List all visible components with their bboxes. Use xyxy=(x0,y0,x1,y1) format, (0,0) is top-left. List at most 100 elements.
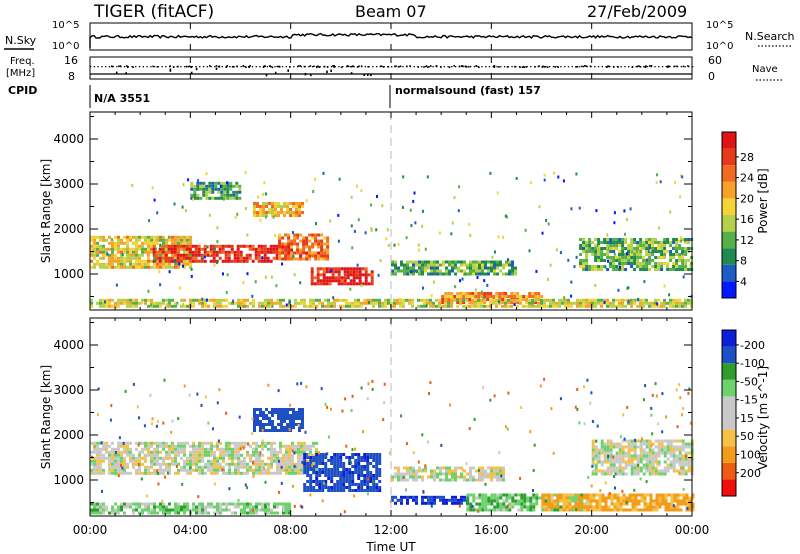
heatmap-cell xyxy=(117,262,120,266)
heatmap-cell xyxy=(439,272,442,276)
heatmap-cell xyxy=(357,456,361,459)
heatmap-cell xyxy=(681,265,685,268)
heatmap-cell xyxy=(253,411,256,414)
heatmap-cell xyxy=(397,472,400,476)
heatmap-cell xyxy=(223,193,227,197)
heatmap-cell xyxy=(615,259,619,262)
heatmap-cell xyxy=(472,260,475,264)
heatmap-cell xyxy=(156,238,159,242)
heatmap-speckle xyxy=(563,296,566,300)
heatmap-cell xyxy=(258,465,261,469)
freq-dot xyxy=(676,66,679,68)
heatmap-cell xyxy=(204,304,207,308)
heatmap-cell xyxy=(363,456,367,459)
heatmap-speckle xyxy=(547,222,550,226)
heatmap-cell xyxy=(144,471,147,475)
heatmap-cell xyxy=(188,256,192,260)
heatmap-cell xyxy=(430,498,433,502)
heatmap-cell xyxy=(691,508,695,512)
heatmap-cell xyxy=(649,508,653,512)
heatmap-cell xyxy=(309,459,313,462)
heatmap-cell xyxy=(477,298,480,302)
heatmap-speckle xyxy=(205,298,208,302)
heatmap-cell xyxy=(198,450,201,454)
heatmap-cell xyxy=(195,462,198,466)
heatmap-speckle xyxy=(672,504,675,508)
freq-dot xyxy=(367,66,369,68)
heatmap-cell xyxy=(129,250,132,254)
heatmap-cell xyxy=(108,256,111,260)
heatmap-cell xyxy=(126,247,129,251)
heatmap-speckle xyxy=(576,408,579,411)
heatmap-cell xyxy=(613,508,617,512)
heatmap-cell xyxy=(105,505,108,509)
heatmap-cell xyxy=(481,260,484,264)
heatmap-cell xyxy=(591,253,595,256)
heatmap-cell xyxy=(478,263,481,267)
heatmap-cell xyxy=(108,456,111,460)
heatmap-cell xyxy=(687,463,691,467)
heatmap-cell xyxy=(102,471,105,475)
heatmap-cell xyxy=(591,445,595,449)
heatmap-cell xyxy=(108,511,111,515)
heatmap-cell xyxy=(666,268,670,271)
heatmap-cell xyxy=(556,502,560,506)
heatmap-cell xyxy=(381,301,384,305)
heatmap-cell xyxy=(114,508,117,512)
heatmap-cell xyxy=(600,256,604,259)
heatmap-cell xyxy=(468,301,472,304)
freq-dot xyxy=(330,69,332,72)
heatmap-cell xyxy=(540,295,544,298)
heatmap-cell xyxy=(153,508,156,512)
heatmap-cell xyxy=(537,304,540,308)
heatmap-cell xyxy=(168,304,171,308)
freq-dot xyxy=(214,66,216,68)
heatmap-cell xyxy=(183,238,186,242)
heatmap-cell xyxy=(108,247,111,251)
heatmap-cell xyxy=(649,493,653,497)
heatmap-speckle xyxy=(353,494,356,498)
heatmap-cell xyxy=(669,268,673,271)
heatmap-cell xyxy=(423,304,426,308)
heatmap-cell xyxy=(628,496,632,500)
heatmap-cell xyxy=(204,453,207,457)
heatmap-cell xyxy=(681,454,685,458)
heatmap-cell xyxy=(129,253,132,257)
heatmap-speckle xyxy=(606,246,608,250)
heatmap-cell xyxy=(631,508,635,512)
heatmap-cell xyxy=(298,202,301,205)
heatmap-cell xyxy=(360,301,363,305)
heatmap-cell xyxy=(348,304,351,308)
heatmap-speckle xyxy=(206,245,209,249)
heatmap-speckle xyxy=(618,257,621,261)
heatmap-cell xyxy=(176,250,180,254)
heatmap-cell xyxy=(237,471,240,475)
heatmap-cell xyxy=(319,282,323,286)
heatmap-cell xyxy=(496,469,499,473)
heatmap-cell xyxy=(141,247,144,251)
heatmap-cell xyxy=(161,256,165,260)
heatmap-cell xyxy=(180,298,183,302)
heatmap-speckle xyxy=(288,300,291,304)
heatmap-cell xyxy=(624,298,627,302)
heatmap-cell xyxy=(588,268,592,271)
heatmap-cell xyxy=(265,423,268,426)
heatmap-cell xyxy=(96,465,99,469)
heatmap-cell xyxy=(171,447,174,451)
heatmap-cell xyxy=(195,459,198,463)
heatmap-cell xyxy=(685,502,689,506)
heatmap-cell xyxy=(358,276,362,280)
heatmap-cell xyxy=(636,472,640,476)
heatmap-cell xyxy=(311,245,315,249)
heatmap-cell xyxy=(472,508,476,512)
heatmap-cell xyxy=(295,417,298,420)
heatmap-cell xyxy=(215,244,219,248)
heatmap-cell xyxy=(636,253,640,256)
freq-dot xyxy=(571,66,573,68)
nave-tick-bottom: 0 xyxy=(708,70,715,83)
heatmap-cell xyxy=(651,463,655,467)
heatmap-cell xyxy=(90,265,93,269)
heatmap-cell xyxy=(654,460,658,464)
heatmap-cell xyxy=(588,238,592,241)
heatmap-cell xyxy=(499,263,502,267)
